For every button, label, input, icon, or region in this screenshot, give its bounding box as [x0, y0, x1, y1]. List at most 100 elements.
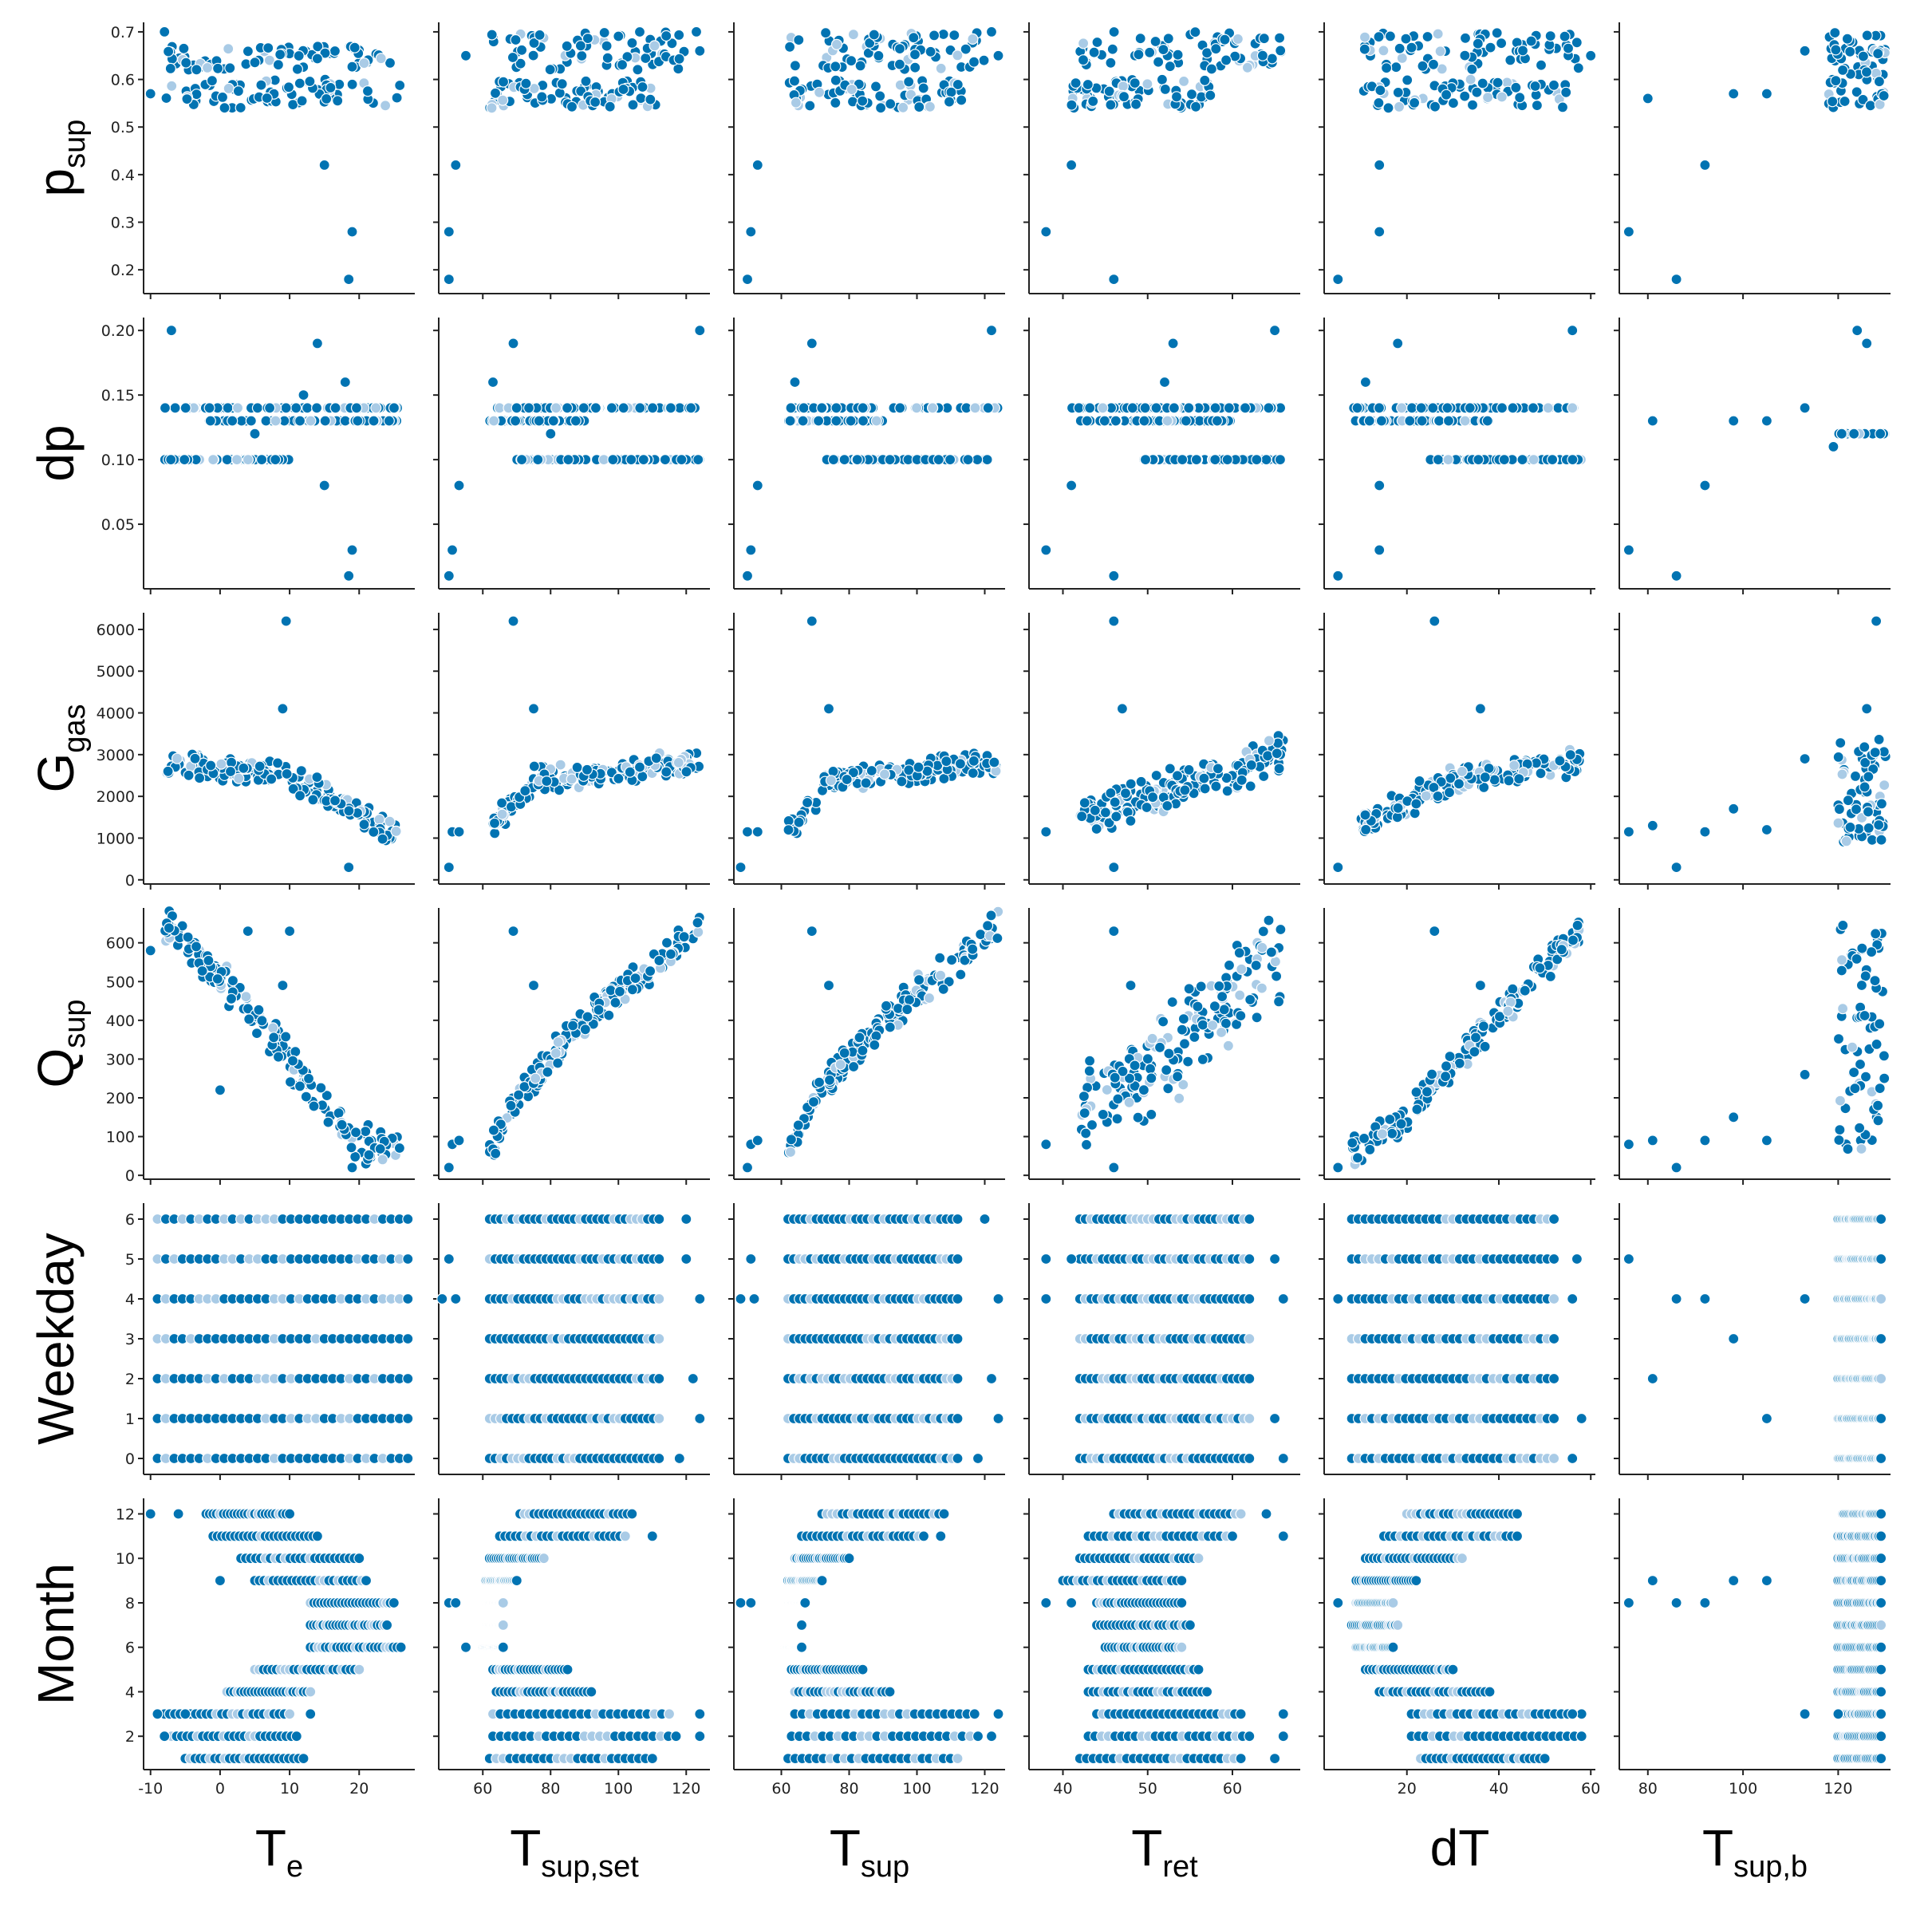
data-point — [1434, 45, 1446, 57]
data-point — [626, 984, 639, 996]
data-point — [1832, 1032, 1845, 1045]
data-point — [1479, 772, 1491, 783]
data-point — [741, 1162, 754, 1174]
y-tick-label: 0.6 — [111, 72, 135, 89]
data-point — [1146, 1032, 1158, 1044]
data-point — [846, 83, 858, 96]
data-point — [1555, 944, 1567, 956]
panel-psup-vs-Tret — [1023, 22, 1300, 299]
data-point — [944, 453, 956, 466]
data-point — [1205, 89, 1216, 101]
y-tick-label: 2000 — [97, 788, 135, 806]
data-point — [830, 402, 842, 414]
data-point — [402, 1253, 414, 1265]
data-point — [1119, 787, 1132, 799]
data-point — [928, 30, 940, 41]
data-point — [1728, 1111, 1740, 1123]
data-point — [945, 954, 958, 966]
data-point — [1833, 1134, 1845, 1146]
data-point — [1380, 62, 1393, 74]
data-point — [1180, 415, 1192, 427]
data-point — [1158, 376, 1171, 389]
data-point — [896, 775, 908, 787]
data-point — [1760, 415, 1772, 427]
data-point — [1464, 402, 1476, 414]
data-point — [869, 1039, 881, 1051]
data-point — [1556, 101, 1569, 113]
data-point — [1495, 37, 1508, 49]
data-point — [489, 827, 501, 839]
data-point — [857, 95, 869, 107]
data-point — [541, 775, 553, 787]
data-point — [793, 34, 805, 46]
panel-dp-vs-Tret — [1023, 318, 1300, 594]
data-point — [1262, 750, 1274, 762]
panel-dp-vs-Tsup,b — [1614, 318, 1891, 594]
data-point — [1646, 415, 1658, 427]
data-point — [1760, 1135, 1772, 1146]
data-point — [1432, 453, 1445, 466]
data-point — [556, 78, 568, 90]
data-point — [1459, 90, 1471, 102]
data-point — [311, 53, 323, 65]
data-point — [909, 49, 921, 61]
data-point — [1116, 703, 1129, 715]
data-point — [1799, 1068, 1811, 1081]
data-point — [1088, 46, 1100, 58]
data-point — [1185, 89, 1198, 101]
y-tick-label: 3 — [125, 1331, 135, 1348]
data-point — [1544, 30, 1556, 42]
data-point — [1879, 779, 1891, 791]
data-point — [1263, 914, 1275, 926]
data-point — [1256, 49, 1269, 61]
data-point — [358, 57, 370, 69]
data-point — [507, 337, 519, 349]
data-point — [206, 75, 218, 87]
y-tick-label: 100 — [106, 1129, 135, 1146]
data-point — [1221, 785, 1233, 797]
data-point — [1837, 1003, 1849, 1015]
data-point — [687, 1372, 699, 1385]
y-tick-label: 0.4 — [111, 167, 135, 184]
y-tick-label: 200 — [106, 1090, 135, 1107]
panel-psup-vs-Tsup,b — [1614, 22, 1891, 299]
data-point — [1109, 796, 1121, 808]
data-point — [1040, 1139, 1052, 1150]
data-point — [253, 1004, 265, 1016]
data-point — [497, 94, 509, 106]
data-point — [1384, 30, 1397, 42]
data-point — [294, 790, 306, 802]
data-point — [1183, 402, 1195, 414]
data-point — [676, 453, 688, 466]
data-point — [783, 824, 794, 836]
data-point — [1177, 1012, 1190, 1025]
data-point — [1432, 790, 1444, 803]
data-point — [1835, 965, 1847, 977]
data-point — [562, 453, 574, 466]
data-point — [201, 61, 214, 74]
y-tick-label: 4 — [125, 1291, 135, 1308]
data-point — [1396, 402, 1408, 414]
data-point — [166, 80, 178, 92]
data-point — [225, 993, 238, 1004]
data-point — [1332, 570, 1344, 582]
y-tick-label: 400 — [106, 1012, 135, 1030]
data-point — [350, 402, 363, 414]
data-point — [1456, 765, 1469, 778]
data-point — [1393, 101, 1406, 112]
data-point — [1170, 91, 1183, 103]
data-point — [1167, 337, 1179, 349]
data-point — [1855, 1143, 1867, 1155]
data-point — [1082, 78, 1094, 91]
data-point — [1835, 954, 1848, 966]
data-point — [1040, 826, 1052, 838]
y-tick-label: 0 — [125, 1167, 135, 1185]
data-point — [545, 428, 557, 440]
y-tick-label: 0.3 — [111, 215, 135, 232]
data-point — [281, 768, 293, 780]
data-point — [1373, 402, 1386, 414]
panel-dp-vs-Te: 0.050.100.150.20 — [101, 318, 415, 594]
data-point — [443, 861, 455, 874]
data-point — [1560, 86, 1572, 98]
